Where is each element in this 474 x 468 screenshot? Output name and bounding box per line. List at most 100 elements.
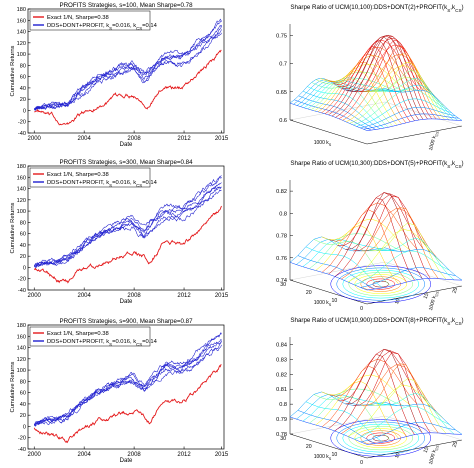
z-tick-label: 0.8 [279,211,287,217]
series-line-dds [34,175,222,267]
y-tick-label: 0 [23,265,26,271]
legend-box [29,326,151,347]
series-line-dds [33,25,222,110]
contour-line [348,426,413,451]
base-tick-label: 10 [332,298,338,304]
x-axis-label: 1000 kS [314,454,332,461]
mesh-line [369,222,447,280]
mesh-line [380,84,458,121]
contour-line [354,274,407,294]
z-tick-label: 0.75 [276,33,287,39]
y-tick-label: 20 [20,254,26,260]
mesh-line [341,36,420,121]
base-edge [366,439,463,459]
mesh-line [384,88,463,121]
series-line-dds [34,182,222,267]
y-tick-label: 40 [20,243,26,249]
z-tick-label: 0.6 [279,118,287,124]
x-tick-label: 2008 [127,293,141,299]
series-line-exact [34,49,222,126]
y-tick-label: 160 [17,175,26,181]
series-line-dds [34,32,222,111]
y-tick-label: 140 [17,30,26,36]
y-tick-label: 0 [23,424,26,430]
base-edge [289,119,368,145]
y-tick-label: -40 [18,131,26,137]
x-tick-label: 2000 [28,452,42,458]
surface-panels: Sharpe Ratio of UCM(10,100):DDS+DONT(2)+… [276,4,464,466]
y-axis-label: Cumulative Returns [10,361,16,412]
y-tick-label: 180 [17,7,26,13]
contour-line [336,267,425,301]
z-tick-label: 0.74 [276,278,287,284]
y-tick-label: 160 [17,18,26,24]
mesh-line [345,65,442,123]
mesh-line [297,255,376,290]
z-tick-label: 0.78 [276,234,287,240]
y-tick-label: 40 [20,86,26,92]
mesh-line [377,237,455,281]
contour-line [366,432,395,444]
x-tick-label: 2012 [177,136,191,142]
y-tick-label: 100 [17,52,26,58]
y-tick-label: -20 [18,277,26,283]
y-tick-label: -20 [18,120,26,126]
z-tick-label: 0.7 [279,62,287,68]
x-tick-label: 2008 [127,136,141,142]
chart-title: PROFITS Strategies, s=100, Mean Sharpe=0… [59,2,193,9]
y-tick-label: 140 [17,346,26,352]
z-tick-label: 0.78 [276,432,287,438]
x-axis-label: 1000 kS [314,300,332,307]
series-line-dds [34,18,222,111]
contour-line [348,272,413,297]
base-edge-back [289,101,386,121]
x-axis-label: Date [120,142,133,148]
base-tick-label: 20 [306,290,312,296]
mesh-line [350,36,428,120]
x-tick-label: 2004 [77,136,91,142]
mesh-line [384,402,463,435]
y-tick-label: 140 [17,187,26,193]
mesh-line [352,88,449,126]
surface-chart-2: Sharpe Ratio of UCM(10,300):DDS+DONT(5)+… [276,160,464,312]
mesh-line [360,267,456,288]
base-tick-label: 25 [452,287,460,295]
y-axis-label: Cumulative Returns [10,45,16,96]
y-tick-label: 60 [20,75,26,81]
mesh-line [363,113,459,130]
mesh-line [321,380,399,439]
mesh-line [315,374,411,426]
series-line-dds [33,176,222,267]
mesh-line [305,401,383,443]
x-tick-label: 2000 [28,136,42,142]
y-tick-label: 20 [20,413,26,419]
series-line-dds [33,333,222,426]
line-panels: PROFITS Strategies, s=100, Mean Sharpe=0… [10,2,229,464]
mesh-line [369,378,447,434]
plot-frame [27,165,225,291]
contour-line [342,269,419,299]
surface-chart-1: Sharpe Ratio of UCM(10,100):DDS+DONT(2)+… [276,4,464,151]
y-tick-label: -40 [18,288,26,294]
base-edge-back [289,415,386,435]
mesh-line [305,246,383,288]
x-tick-label: 2012 [177,293,191,299]
plot-frame [27,324,225,450]
chart-title: Sharpe Ratio of UCM(10,300):DDS+DONT(5)+… [290,160,463,169]
series-line-exact [33,205,222,284]
mesh-line [335,38,431,118]
x-tick-label: 2015 [215,293,229,299]
x-tick-label: 2015 [215,452,229,458]
series-line-dds [33,24,222,111]
y-tick-label: 120 [17,357,26,363]
base-tick-label: 15 [423,292,431,300]
mesh-line [331,34,428,117]
mesh-line [366,432,463,445]
z-tick-label: 0.82 [276,372,287,378]
series-line-dds [34,29,222,110]
base-edge [289,279,368,305]
mesh-line [360,422,456,443]
x-tick-label: 2004 [77,293,91,299]
y-tick-label: 100 [17,368,26,374]
x-tick-label: 2015 [215,136,229,142]
